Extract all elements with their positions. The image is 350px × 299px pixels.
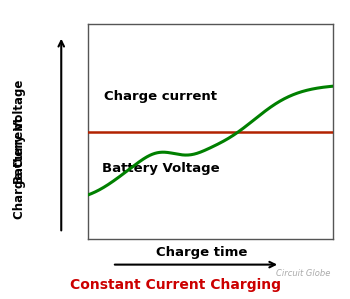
Text: Charge current: Charge current — [105, 89, 217, 103]
Text: Charge time: Charge time — [155, 246, 247, 259]
Text: Charge Current: Charge Current — [13, 116, 26, 219]
Text: Battery Voltage: Battery Voltage — [13, 79, 26, 184]
Text: Battery Voltage: Battery Voltage — [102, 162, 220, 175]
Text: Circuit Globe: Circuit Globe — [276, 269, 331, 278]
Text: Constant Current Charging: Constant Current Charging — [70, 277, 280, 292]
